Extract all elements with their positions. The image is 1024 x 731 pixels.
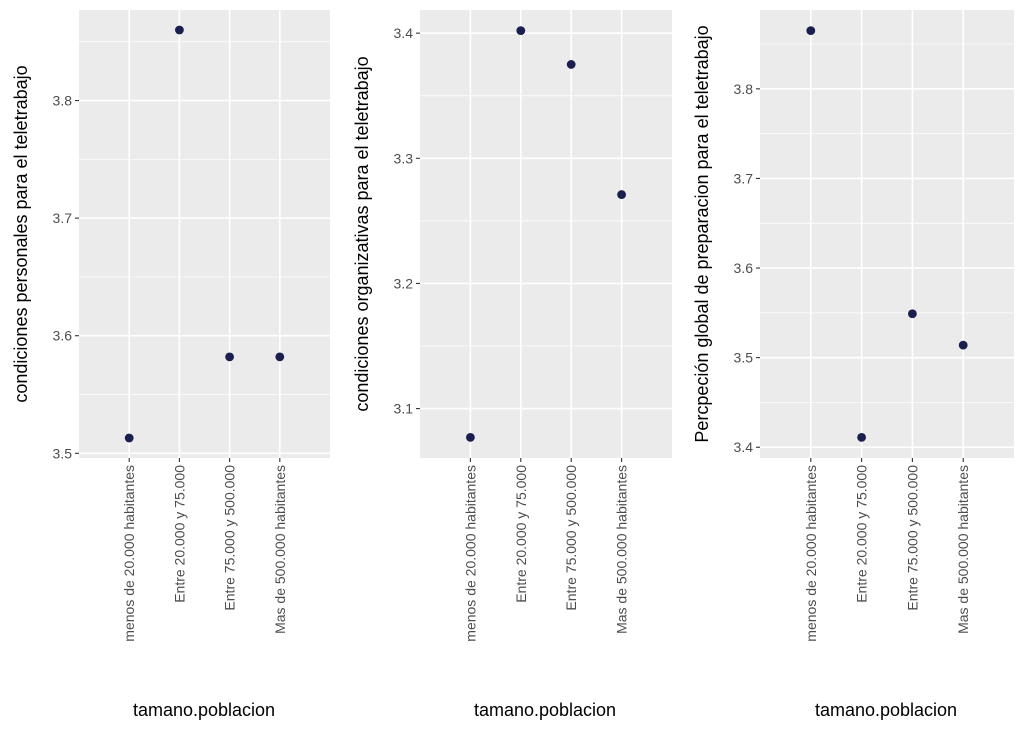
x-tick-label: Entre 75.000 y 500.000 bbox=[904, 465, 920, 611]
data-point bbox=[225, 352, 235, 362]
panel-background bbox=[420, 10, 672, 458]
data-point bbox=[124, 433, 134, 443]
y-tick-label: 3.2 bbox=[394, 275, 414, 291]
chart-panel-3: 3.4 3.5 3.6 3.7 3.8 menos de 20.000 habitante… bbox=[692, 10, 1014, 720]
y-axis-title: Percpeción global de preparacion para el… bbox=[692, 25, 712, 442]
data-point bbox=[466, 432, 475, 442]
data-point bbox=[857, 432, 866, 442]
y-tick-label: 3.7 bbox=[734, 170, 754, 186]
panel-background bbox=[79, 10, 330, 458]
x-tick-label: menos de 20.000 habitantes bbox=[803, 465, 819, 642]
y-tick-label: 3.6 bbox=[734, 260, 754, 276]
y-tick-label: 3.3 bbox=[394, 150, 414, 166]
data-point bbox=[806, 26, 816, 36]
data-point bbox=[617, 190, 626, 199]
y-tick-label: 3.8 bbox=[53, 93, 73, 109]
y-tick-label: 3.4 bbox=[734, 439, 754, 455]
x-tick-label: Entre 75.000 y 500.000 bbox=[222, 465, 238, 611]
y-tick-label: 3.8 bbox=[734, 81, 754, 97]
x-tick-label: Mas de 500.000 habitantes bbox=[955, 465, 971, 634]
y-tick-label: 3.5 bbox=[53, 445, 73, 461]
y-axis-title: condiciones organizativas para el teletr… bbox=[352, 56, 372, 411]
x-tick-label: Mas de 500.000 habitantes bbox=[614, 465, 630, 634]
x-axis-title: tamano.poblacion bbox=[815, 700, 957, 720]
y-tick-label: 3.7 bbox=[53, 210, 73, 226]
data-point bbox=[908, 309, 917, 319]
x-tick-label: Mas de 500.000 habitantes bbox=[272, 465, 288, 634]
data-point bbox=[516, 26, 526, 36]
data-point bbox=[175, 25, 184, 35]
y-tick-label: 3.4 bbox=[394, 25, 414, 41]
y-tick-label: 3.1 bbox=[394, 401, 414, 417]
y-axis-title: condiciones personales para el teletraba… bbox=[11, 65, 31, 402]
data-point bbox=[958, 340, 968, 350]
data-point bbox=[275, 352, 285, 362]
data-point bbox=[566, 60, 576, 69]
x-tick-label: menos de 20.000 habitantes bbox=[462, 465, 478, 642]
chart-panel-2: 3.1 3.2 3.3 3.4 menos de 20.000 habitantes En… bbox=[352, 10, 672, 720]
x-tick-label: Entre 75.000 y 500.000 bbox=[563, 465, 579, 611]
x-tick-label: menos de 20.000 habitantes bbox=[121, 465, 137, 642]
chart-panel-1: 3.5 3.6 3.7 3.8 menos de 20.000 habitantes En… bbox=[11, 10, 330, 720]
x-tick-label: Entre 20.000 y 75.000 bbox=[513, 465, 529, 603]
x-axis-title: tamano.poblacion bbox=[133, 700, 275, 720]
y-tick-label: 3.6 bbox=[53, 328, 73, 344]
panel-background bbox=[760, 10, 1014, 458]
x-tick-label: Entre 20.000 y 75.000 bbox=[854, 465, 870, 603]
y-tick-label: 3.5 bbox=[734, 350, 754, 366]
x-axis-title: tamano.poblacion bbox=[474, 700, 616, 720]
x-tick-label: Entre 20.000 y 75.000 bbox=[171, 465, 187, 603]
